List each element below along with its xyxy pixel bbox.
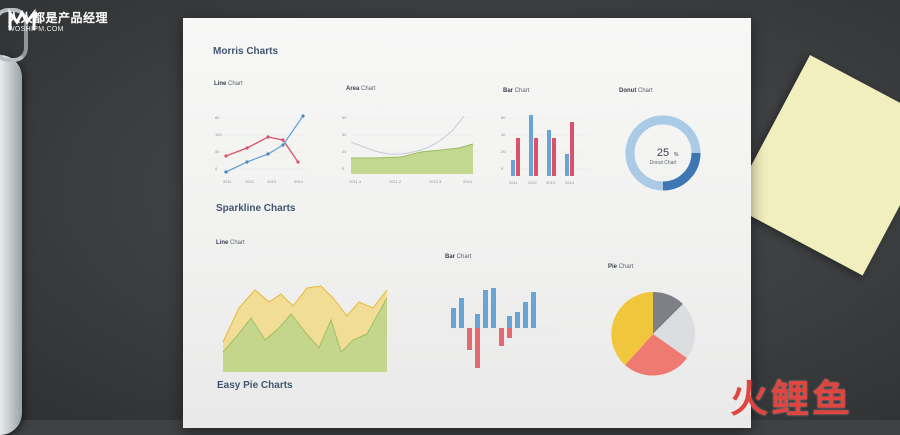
watermark-logo: 火鲤鱼	[730, 377, 854, 421]
chart-printout: Morris Charts Line Chart Area Chart Bar …	[183, 18, 751, 428]
line-y-tick: 60	[215, 115, 220, 120]
donut-percent: 25	[657, 147, 669, 159]
morris-charts-heading: Morris Charts	[213, 46, 279, 57]
line-x-tick: 2014	[294, 179, 304, 184]
line-series-blue	[225, 115, 304, 173]
bar-x-tick: 2012	[528, 180, 538, 185]
morris-area-chart: 60 40 20 0 2011 4 2011 2 2013 3 2014	[342, 115, 476, 184]
line-y-tick: 0	[215, 166, 218, 171]
line-series-red	[225, 136, 299, 163]
area-y-tick: 60	[342, 115, 347, 120]
sparkline-pie-chart	[611, 291, 695, 376]
brand-url: WOSHIPM.COM	[8, 26, 64, 33]
pie-slice-yellow	[611, 292, 653, 365]
spark-pie-caption: Pie Chart	[608, 264, 634, 270]
bar-group	[511, 115, 574, 176]
bar-y-tick: 60	[501, 115, 506, 120]
area-series-gray	[350, 115, 465, 155]
morris-area-caption: Area Chart	[346, 86, 376, 92]
morris-bar-caption: Bar Chart	[503, 88, 530, 94]
line-x-tick: 2012	[245, 179, 255, 184]
area-y-tick: 40	[342, 132, 347, 137]
morris-bar-chart: 60 40 20 0 2011 2012 2013 2014	[501, 115, 589, 185]
area-x-tick: 2014	[463, 179, 473, 184]
brand-logo: 人人都是产品经理 WOSHIPM.COM	[8, 8, 108, 33]
pie-slice-gray	[653, 291, 683, 334]
morris-line-caption: Line Chart	[214, 81, 243, 87]
sparkline-bar-chart	[449, 288, 559, 368]
area-x-tick: 2013 3	[429, 179, 442, 184]
line-x-tick: 2013	[267, 179, 277, 184]
spark-bar-caption: Bar Chart	[445, 254, 472, 260]
area-x-tick: 2011 4	[349, 179, 362, 184]
bar-x-tick: 2011	[509, 180, 518, 185]
brand-mark-icon	[8, 8, 36, 30]
bar-y-tick: 40	[501, 132, 506, 137]
line-y-tick: 100	[215, 132, 222, 137]
sparkline-bars-negative	[467, 328, 512, 368]
pie-slice-light	[653, 304, 695, 358]
line-x-tick: 2011	[223, 179, 232, 184]
phone-edge	[0, 55, 22, 435]
morris-line-chart: 60 100 50 0 2011 2012 2013 2014	[215, 114, 308, 184]
pie-slice-salmon	[625, 334, 687, 376]
line-y-tick: 50	[215, 149, 220, 154]
bar-y-tick: 0	[501, 166, 504, 171]
bar-x-tick: 2014	[565, 180, 575, 185]
bar-y-tick: 20	[501, 149, 506, 154]
sparkline-charts-heading: Sparkline Charts	[216, 203, 296, 214]
bar-x-tick: 2013	[546, 180, 556, 185]
sparkline-bars-positive	[451, 288, 536, 328]
spark-line-caption: Line Chart	[216, 240, 245, 246]
area-y-tick: 0	[342, 166, 345, 171]
paper-clip	[0, 8, 28, 62]
area-y-tick: 20	[342, 149, 347, 154]
area-x-tick: 2011 2	[389, 179, 402, 184]
donut-percent-sign: %	[674, 152, 679, 158]
morris-donut-caption: Donut Chart	[619, 88, 653, 94]
sparkline-area-chart	[222, 285, 388, 372]
donut-center-label: Donut Chart	[650, 160, 678, 166]
sparkline-series-green	[223, 298, 387, 372]
easy-pie-charts-heading: Easy Pie Charts	[217, 380, 293, 391]
morris-donut-chart: 25 % Donut Chart	[625, 115, 701, 191]
donut-highlight-arc	[662, 152, 701, 191]
area-series-green	[351, 144, 473, 174]
